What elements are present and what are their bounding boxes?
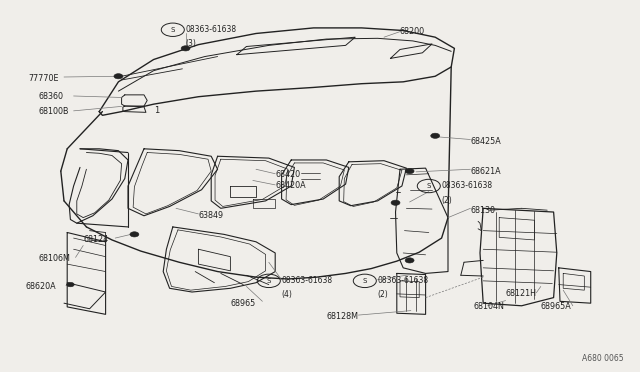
Circle shape [391, 200, 400, 205]
Text: 68100B: 68100B [38, 107, 69, 116]
Text: (3): (3) [186, 39, 196, 48]
Text: 08363-61638: 08363-61638 [282, 276, 333, 285]
Text: 68620A: 68620A [26, 282, 56, 291]
Text: 68621A: 68621A [470, 167, 501, 176]
Circle shape [405, 258, 414, 263]
Circle shape [114, 74, 123, 79]
Text: 68128M: 68128M [326, 312, 358, 321]
Text: 77770E: 77770E [29, 74, 60, 83]
Text: (2): (2) [378, 291, 388, 299]
Text: 08363-61638: 08363-61638 [442, 182, 493, 190]
Text: (4): (4) [282, 291, 292, 299]
Text: 68420: 68420 [275, 170, 300, 179]
Text: 68121H: 68121H [506, 289, 536, 298]
Circle shape [405, 169, 414, 174]
Text: 68425A: 68425A [470, 137, 501, 146]
Circle shape [67, 282, 74, 287]
Text: S: S [427, 183, 431, 189]
Text: A680 0065: A680 0065 [582, 354, 624, 363]
Text: 68965: 68965 [230, 299, 255, 308]
Text: 68965A: 68965A [541, 302, 572, 311]
Text: 68360: 68360 [38, 92, 63, 101]
Text: (2): (2) [442, 196, 452, 205]
Text: 68124: 68124 [83, 235, 108, 244]
Text: S: S [363, 278, 367, 284]
Text: 68200: 68200 [400, 27, 425, 36]
Circle shape [431, 133, 440, 138]
Text: 68130: 68130 [470, 206, 495, 215]
Text: 68104N: 68104N [474, 302, 504, 311]
Text: 08363-61638: 08363-61638 [186, 25, 237, 34]
Circle shape [130, 232, 139, 237]
Text: 68106M: 68106M [38, 254, 70, 263]
Text: 63849: 63849 [198, 211, 223, 220]
Text: S: S [267, 278, 271, 284]
Text: 08363-61638: 08363-61638 [378, 276, 429, 285]
Text: 68420A: 68420A [275, 182, 306, 190]
Circle shape [181, 46, 190, 51]
Text: 1: 1 [154, 106, 159, 115]
Text: S: S [171, 27, 175, 33]
